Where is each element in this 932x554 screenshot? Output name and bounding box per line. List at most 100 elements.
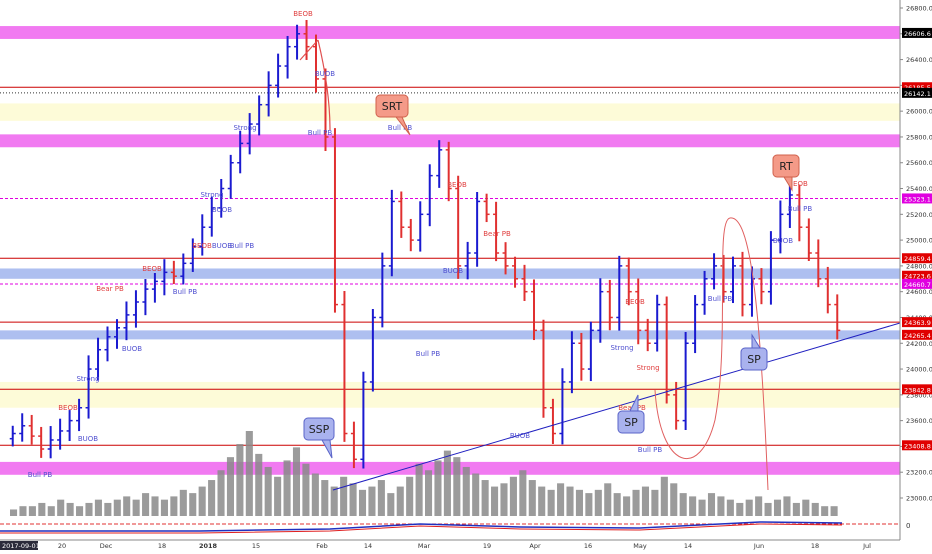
callout-label: SP	[747, 353, 761, 366]
volume-bar	[170, 496, 178, 516]
volume-bar	[547, 489, 555, 516]
annotation-label: BEOB	[788, 180, 808, 188]
price-marker: 23408.8	[902, 440, 932, 451]
volume-bar	[340, 476, 348, 516]
y-tick-label: 26000.0	[906, 108, 932, 116]
price-bar	[170, 260, 177, 285]
price-bar	[369, 308, 376, 392]
price-bar	[512, 256, 519, 288]
volume-bar	[726, 499, 734, 516]
price-bar	[644, 318, 651, 352]
price-marker-label: 25323.1	[904, 195, 931, 203]
volume-bar	[575, 489, 583, 516]
price-marker-label: 26142.1	[904, 90, 931, 98]
y-tick-label: 25200.0	[906, 211, 932, 219]
price-bar	[256, 95, 263, 136]
price-marker-box	[902, 27, 932, 38]
annotation-label: Bull PB	[416, 350, 441, 358]
volume-bar	[387, 493, 395, 516]
price-bar	[407, 218, 414, 252]
annotation-label: Bull PB	[230, 242, 255, 250]
price-bar	[180, 253, 187, 285]
volume-bar	[330, 486, 338, 516]
price-bar	[284, 35, 291, 79]
volume-bar	[160, 499, 168, 516]
annotation-label: Bull PB	[28, 471, 53, 479]
price-bar	[436, 140, 443, 188]
volume-bar	[358, 489, 367, 516]
volume-bar	[19, 506, 27, 516]
price-bar	[218, 178, 225, 218]
annotation-label: BEOB	[293, 10, 313, 18]
annotation-label: Strong	[610, 344, 633, 352]
y-tick-label: 24800.0	[906, 262, 932, 270]
volume-bar	[623, 496, 631, 516]
price-bar	[663, 296, 670, 404]
price-marker-box	[902, 384, 932, 395]
price-bar	[19, 413, 26, 442]
annotation-label: Bull PB	[308, 129, 333, 137]
volume-bar	[264, 466, 272, 516]
trendline-layer	[299, 39, 901, 491]
volume-bar	[236, 444, 244, 516]
annotation-label: BEOB	[58, 404, 78, 412]
zone-blue	[0, 268, 900, 279]
volume-bar	[660, 476, 668, 516]
price-bar	[76, 398, 83, 432]
price-bar	[417, 201, 424, 252]
volume-bar	[142, 493, 150, 516]
volume-bar	[208, 480, 216, 516]
x-tick-label: 18	[811, 542, 819, 550]
volume-bar	[396, 486, 404, 516]
volume-bar	[604, 483, 612, 516]
price-bar	[388, 189, 395, 277]
price-bar	[777, 200, 784, 254]
price-bar	[104, 326, 111, 362]
price-marker: 26142.1	[902, 87, 932, 98]
annotation-label: BEOB	[447, 181, 467, 189]
price-marker-box	[902, 278, 932, 289]
x-tick-label: May	[633, 542, 647, 550]
volume-bar	[255, 453, 263, 516]
volume-bar	[472, 473, 480, 516]
price-bar	[341, 291, 348, 442]
volume-bar	[406, 476, 414, 516]
price-marker-label: 23408.8	[904, 442, 931, 450]
price-bar	[625, 257, 632, 306]
projection-curve	[654, 217, 769, 491]
volume-bar	[425, 470, 433, 516]
callout-label: RT	[779, 160, 793, 173]
price-bar	[597, 278, 604, 343]
callout-label: SSP	[309, 423, 330, 436]
x-axis-background	[0, 540, 932, 550]
price-bar	[95, 337, 102, 381]
indicator-pane: 0	[0, 517, 910, 539]
price-bar	[85, 355, 92, 419]
volume-bar	[453, 457, 461, 516]
indicator-background	[0, 517, 900, 539]
volume-bar	[151, 496, 159, 516]
volume-bar	[368, 486, 376, 516]
projection-path	[299, 39, 331, 131]
volume-bar	[28, 506, 36, 516]
volume-bar	[113, 499, 121, 516]
volume-bar	[745, 499, 753, 516]
price-marker-label: 24859.4	[904, 255, 931, 263]
volume-bar	[679, 493, 687, 516]
y-tick-label: 26400.0	[906, 56, 932, 64]
callout-rt: RT	[772, 154, 800, 192]
price-bar	[322, 68, 329, 152]
price-bar	[113, 319, 120, 349]
x-start-date-box	[0, 541, 38, 550]
callout-box	[740, 347, 768, 371]
volume-bar	[736, 502, 744, 516]
price-bar	[142, 279, 149, 316]
volume-bar	[632, 489, 640, 516]
volume-bar	[707, 493, 716, 516]
price-bar	[493, 201, 500, 262]
y-tick-label: 25800.0	[906, 133, 932, 141]
price-bar	[587, 321, 594, 382]
volume-bar	[104, 502, 112, 516]
